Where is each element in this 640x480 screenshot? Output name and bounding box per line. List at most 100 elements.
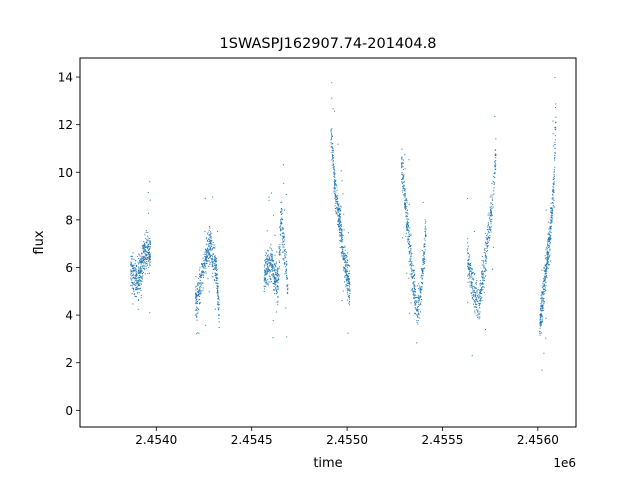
data-point	[409, 312, 411, 314]
data-point	[489, 219, 491, 221]
data-point	[195, 299, 197, 301]
data-point	[543, 279, 545, 281]
data-point	[487, 240, 489, 242]
data-point	[335, 207, 337, 209]
data-point	[270, 265, 272, 267]
data-point	[209, 262, 211, 264]
data-point	[424, 236, 426, 238]
data-point	[277, 270, 279, 272]
data-point	[408, 241, 410, 243]
data-point	[279, 225, 281, 227]
data-point	[408, 260, 410, 262]
data-point	[422, 263, 424, 265]
data-point	[424, 261, 426, 262]
data-point	[199, 285, 201, 287]
data-point	[275, 288, 277, 290]
data-point	[550, 211, 552, 213]
data-point	[270, 269, 272, 271]
data-point	[147, 245, 149, 247]
data-point	[550, 202, 552, 204]
data-point	[131, 293, 133, 295]
data-point	[486, 243, 488, 245]
data-point	[542, 320, 544, 322]
data-point	[406, 220, 408, 222]
data-point	[489, 215, 491, 217]
data-point	[413, 297, 415, 299]
data-point	[137, 308, 139, 310]
data-point	[334, 197, 336, 199]
data-point	[467, 262, 469, 264]
data-point	[344, 281, 346, 283]
data-point	[338, 231, 340, 233]
data-point	[344, 275, 346, 277]
data-point	[273, 276, 275, 278]
data-point	[545, 285, 547, 287]
data-point	[408, 277, 410, 279]
data-point	[346, 280, 348, 282]
data-point	[337, 224, 339, 226]
data-point	[348, 278, 350, 280]
data-point	[404, 197, 406, 199]
data-point	[474, 310, 476, 312]
data-point	[475, 292, 477, 294]
data-point	[540, 309, 542, 311]
data-point	[218, 296, 220, 298]
data-point	[484, 275, 486, 277]
data-point	[143, 255, 145, 257]
data-point	[402, 162, 404, 164]
data-point	[274, 234, 276, 236]
data-point	[215, 275, 217, 277]
data-point	[405, 215, 407, 217]
data-point	[470, 268, 472, 270]
data-point	[265, 268, 267, 270]
data-point	[283, 262, 285, 264]
data-point	[344, 257, 346, 259]
data-point	[138, 254, 140, 256]
data-point	[212, 253, 214, 255]
data-point	[480, 282, 482, 284]
data-point	[406, 222, 408, 224]
data-point	[276, 301, 278, 303]
data-point	[545, 270, 547, 272]
data-point	[214, 263, 216, 265]
data-point	[337, 219, 339, 221]
data-point	[540, 325, 542, 327]
data-point	[471, 268, 473, 270]
data-point	[346, 282, 348, 284]
data-point	[340, 232, 342, 234]
data-point	[279, 253, 281, 255]
data-point	[266, 256, 268, 258]
data-point	[196, 300, 198, 302]
data-point	[211, 249, 213, 251]
data-point	[210, 242, 212, 244]
data-point	[554, 206, 556, 208]
data-point	[545, 266, 547, 268]
data-point	[548, 241, 550, 243]
data-point	[414, 286, 416, 288]
data-point	[343, 254, 345, 256]
data-point	[274, 277, 276, 279]
data-point	[335, 191, 337, 193]
data-point	[471, 281, 473, 283]
data-point	[347, 274, 349, 276]
data-point	[490, 205, 492, 207]
data-point	[551, 207, 553, 209]
data-point	[553, 169, 555, 171]
data-point	[401, 156, 403, 158]
x-tick-label: 2.4560	[517, 433, 559, 447]
data-point	[276, 289, 278, 291]
data-point	[209, 225, 211, 227]
data-point	[202, 266, 204, 268]
data-point	[343, 267, 345, 269]
data-point	[476, 307, 478, 309]
data-point	[347, 276, 349, 278]
data-point	[277, 296, 279, 298]
data-point	[197, 288, 199, 290]
data-point	[218, 307, 220, 309]
data-point	[477, 312, 479, 314]
data-point	[344, 246, 346, 248]
data-point	[404, 206, 406, 208]
data-point	[478, 318, 480, 320]
data-point	[470, 276, 472, 278]
data-point	[541, 307, 543, 309]
